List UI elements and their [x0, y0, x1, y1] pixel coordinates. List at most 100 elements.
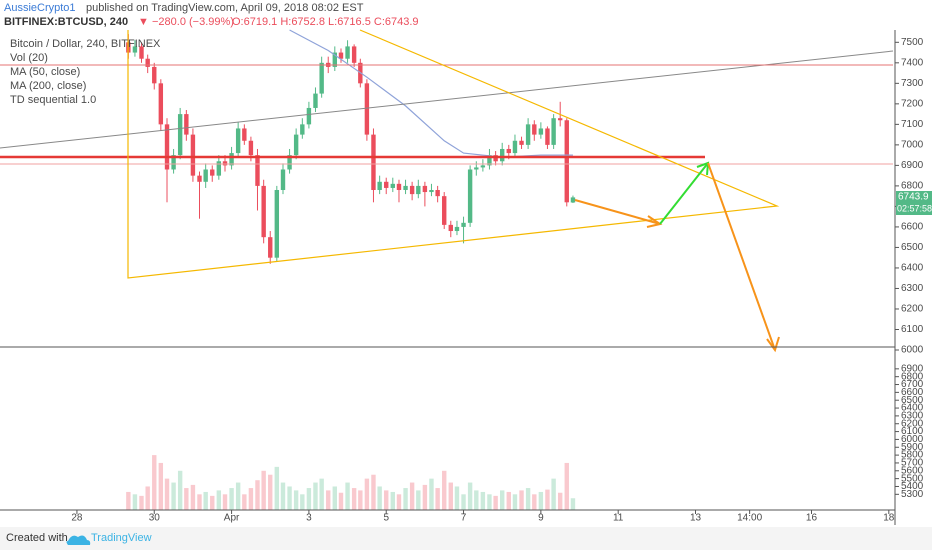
arrow: [574, 199, 661, 225]
candle-body: [171, 155, 176, 170]
candle-body: [261, 185, 266, 238]
volume-bar: [551, 478, 556, 510]
footer: [0, 527, 932, 550]
volume-bar: [152, 455, 157, 510]
x-tick-label: 7: [461, 513, 467, 524]
candle-body: [409, 185, 415, 195]
triangle: [127, 29, 780, 279]
legend-item: Vol (20): [10, 52, 48, 64]
volume-bar: [467, 482, 473, 510]
footer-brand[interactable]: TradingView: [91, 532, 152, 544]
candle-body: [506, 148, 511, 154]
y-tick-label: 6500: [901, 242, 924, 253]
candle-body: [280, 169, 286, 190]
volume-bar: [506, 491, 511, 510]
y-tick-label: 7200: [901, 98, 924, 109]
x-tick-label: 18: [883, 513, 895, 524]
y2-tick-label: 6500: [901, 395, 924, 406]
legend-item: TD sequential 1.0: [10, 94, 96, 106]
x-tick-label: 13: [690, 513, 702, 524]
volume-bar: [248, 488, 254, 510]
author[interactable]: AussieCrypto1: [4, 2, 76, 14]
y-tick-label: 7000: [901, 140, 924, 151]
y-tick-label: 7100: [901, 119, 924, 130]
candle-body: [364, 83, 370, 135]
candle-body: [190, 134, 196, 176]
candle-body: [545, 128, 550, 145]
candle-body: [222, 161, 228, 166]
volume-bar: [326, 490, 331, 510]
volume-bar: [384, 490, 389, 510]
candle-body: [132, 46, 138, 53]
y2-tick-label: 6800: [901, 371, 924, 382]
volume-bar: [332, 486, 338, 510]
candle-body: [255, 155, 260, 186]
volume-bar: [454, 486, 460, 510]
candle-body: [216, 161, 222, 176]
volume-bar: [545, 489, 550, 510]
arrow: [659, 162, 709, 225]
candle-body: [313, 93, 318, 108]
candle-body: [390, 183, 395, 188]
y-tick-label: 6600: [901, 222, 924, 233]
volume-bar: [126, 491, 131, 510]
volume-bar: [164, 478, 170, 510]
volume-bar: [351, 488, 357, 510]
candle-body: [422, 185, 428, 193]
candle-body: [300, 124, 305, 135]
candle-body: [287, 155, 292, 170]
volume-bar: [177, 470, 183, 510]
y-tick-label: 6100: [901, 324, 924, 335]
volume-bar: [274, 466, 280, 510]
volume-bar: [300, 494, 305, 510]
candle-body: [203, 169, 208, 182]
volume-bar: [145, 486, 150, 510]
candle-body: [210, 169, 215, 176]
x-tick-label: 14:00: [737, 513, 762, 524]
candle-body: [145, 58, 150, 67]
volume-bar: [287, 486, 292, 510]
y2-tick-label: 6300: [901, 411, 924, 422]
volume-bar: [500, 490, 505, 510]
volume-bar: [532, 494, 537, 510]
volume-bar: [519, 490, 524, 510]
y2-tick-label: 6900: [901, 363, 924, 374]
symbol: BITFINEX:BTCUSD, 240: [4, 16, 128, 28]
legend-item: MA (50, close): [10, 66, 80, 78]
y-tick-label: 6400: [901, 263, 924, 274]
volume-bar: [461, 494, 466, 510]
volume-bar: [306, 488, 312, 510]
legend-item: MA (200, close): [10, 80, 86, 92]
candle-body: [442, 196, 447, 225]
volume-bar: [338, 492, 344, 510]
countdown-tag: [896, 203, 932, 215]
legend: Bitcoin / Dollar, 240, BITFINEX Vol (20)…: [10, 38, 161, 106]
volume-bar: [364, 478, 370, 510]
candle-body: [332, 52, 338, 67]
volume-bar: [396, 494, 402, 510]
y-tick-label: 6000: [901, 345, 924, 356]
footer-created: Created with: [6, 532, 68, 544]
volume-bar: [422, 484, 428, 510]
candle-body: [338, 52, 344, 59]
y2-tick-label: 5900: [901, 442, 924, 453]
volume-bar: [377, 486, 382, 510]
x-tick-label: 30: [149, 513, 161, 524]
candle-body: [345, 46, 350, 59]
volume-bar: [280, 482, 286, 510]
volume-bar: [371, 474, 376, 510]
x-tick-label: Apr: [224, 513, 240, 524]
volume-bar: [525, 488, 531, 510]
candle-body: [557, 118, 563, 121]
y-tick-label: 6900: [901, 160, 924, 171]
candle-body: [480, 165, 486, 168]
volume-bar: [345, 482, 350, 510]
x-tick-label: 16: [806, 513, 818, 524]
y2-tick-label: 5700: [901, 458, 924, 469]
volume-bar: [139, 495, 144, 510]
y-tick-label: 6300: [901, 283, 924, 294]
y2-tick-label: 6100: [901, 426, 924, 437]
volume-bar: [409, 482, 415, 510]
x-tick-label: 9: [538, 513, 544, 524]
candle-body: [512, 140, 518, 154]
